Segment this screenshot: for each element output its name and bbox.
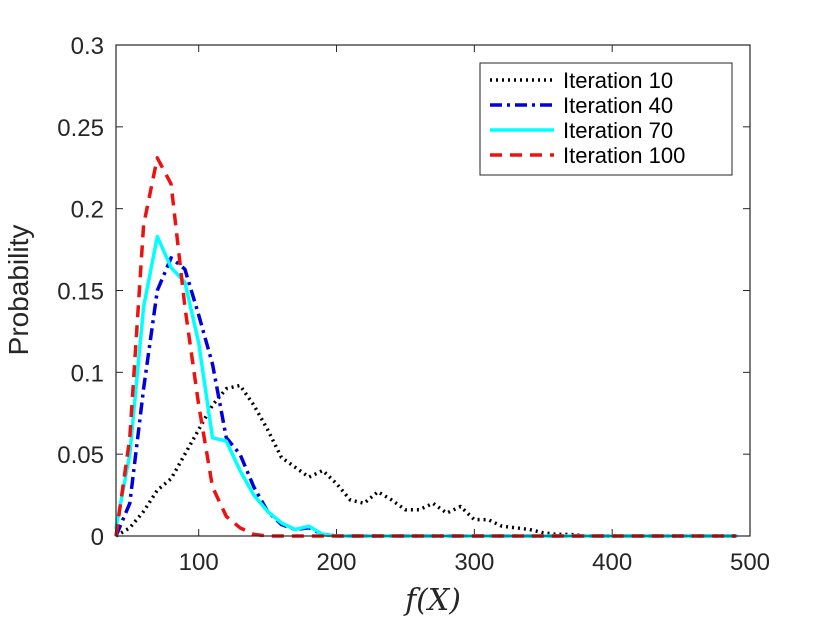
x-tick-label: 400: [592, 549, 632, 576]
y-tick-label: 0: [91, 524, 104, 551]
y-tick-label: 0.15: [57, 279, 104, 306]
legend-label: Iteration 100: [563, 143, 685, 168]
legend-label: Iteration 40: [563, 93, 673, 118]
y-tick-label: 0.25: [57, 115, 104, 142]
plot-frame: [115, 44, 751, 537]
y-tick-label: 0.3: [71, 33, 104, 60]
x-tick-label: 500: [730, 549, 770, 576]
x-axis-label: f(X): [403, 583, 461, 618]
x-tick-label: 200: [316, 549, 356, 576]
legend-label: Iteration 70: [563, 118, 673, 143]
y-tick-label: 0.2: [71, 197, 104, 224]
y-tick-label: 0.05: [57, 442, 104, 469]
x-axis-ticks: 100 200 300 400 500: [179, 45, 770, 576]
y-axis-ticks: 0 0.05 0.1 0.15 0.2 0.25 0.3: [57, 33, 750, 551]
series-line-1: [115, 383, 737, 538]
x-tick-label: 300: [454, 549, 494, 576]
legend-label: Iteration 10: [563, 68, 673, 93]
y-tick-label: 0.1: [71, 360, 104, 387]
x-tick-label: 100: [179, 549, 219, 576]
y-axis-label: Probability: [3, 225, 34, 356]
